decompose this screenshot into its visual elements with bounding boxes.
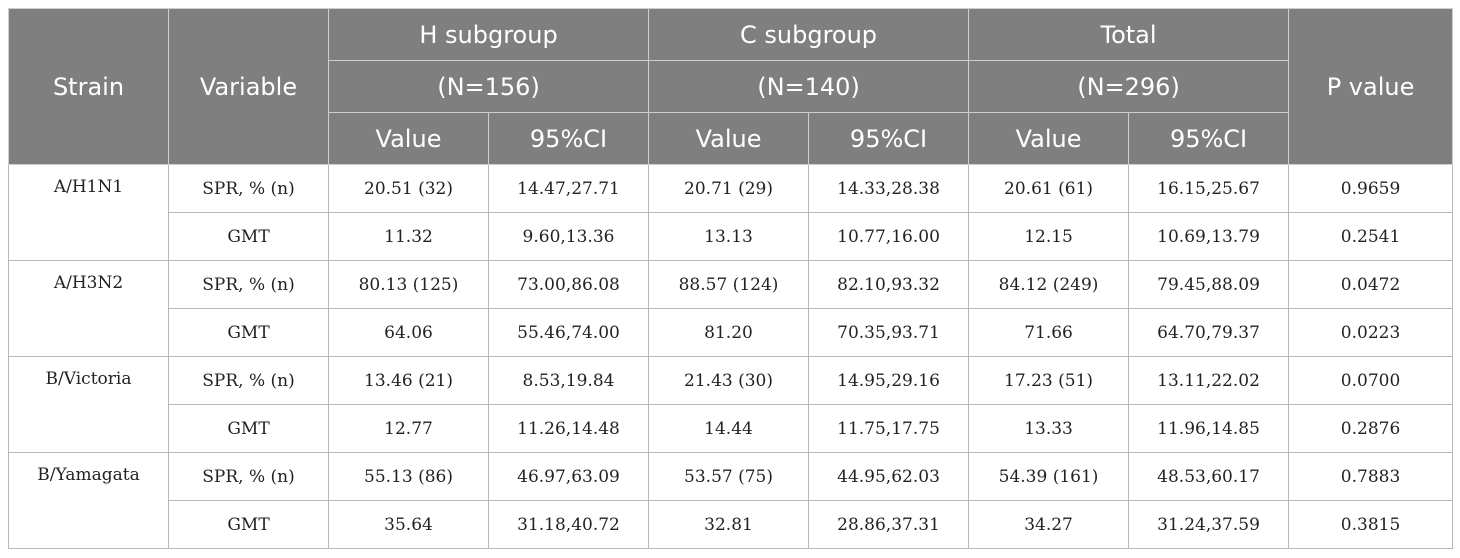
c-value-cell: 13.13 — [648, 212, 810, 261]
h-value-cell: 20.51 (32) — [328, 164, 489, 213]
h-ci-cell: 55.46,74.00 — [487, 308, 650, 357]
table-row: GMT 12.77 11.26,14.48 14.44 11.75,17.75 … — [9, 404, 1454, 453]
h-ci-cell: 9.60,13.36 — [487, 212, 650, 261]
p-value-cell: 0.0223 — [1288, 308, 1454, 357]
variable-cell: GMT — [168, 212, 329, 261]
header-group-total-n: (N=296) — [968, 60, 1290, 113]
c-value-cell: 20.71 (29) — [648, 164, 810, 213]
h-value-cell: 64.06 — [328, 308, 489, 357]
header-c-ci: 95%CI — [808, 112, 970, 165]
h-ci-cell: 11.26,14.48 — [487, 404, 650, 453]
total-value-cell: 54.39 (161) — [968, 452, 1130, 501]
table-row: B/Victoria SPR, % (n) 13.46 (21) 8.53,19… — [8, 356, 1454, 453]
h-value-cell: 80.13 (125) — [328, 260, 489, 309]
total-value-cell: 71.66 — [968, 308, 1130, 357]
h-value-cell: 11.32 — [328, 212, 489, 261]
header-group-h-n: (N=156) — [327, 60, 650, 113]
total-ci-cell: 64.70,79.37 — [1128, 308, 1290, 357]
table-body: A/H1N1 SPR, % (n) 20.51 (32) 14.47,27.71… — [8, 164, 1454, 549]
c-ci-cell: 44.95,62.03 — [808, 452, 970, 501]
header-total-value: Value — [968, 112, 1130, 165]
total-value-cell: 17.23 (51) — [968, 356, 1130, 405]
c-value-cell: 53.57 (75) — [648, 452, 810, 501]
variable-cell: SPR, % (n) — [168, 452, 329, 501]
variable-cell: SPR, % (n) — [168, 164, 329, 213]
total-value-cell: 34.27 — [968, 500, 1130, 549]
p-value-cell: 0.0472 — [1288, 260, 1454, 309]
header-group-c-n: (N=140) — [648, 60, 970, 113]
total-value-cell: 13.33 — [968, 404, 1130, 453]
table-row: A/H3N2 SPR, % (n) 80.13 (125) 73.00,86.0… — [8, 260, 1454, 357]
variable-cell: GMT — [168, 404, 329, 453]
c-ci-cell: 14.33,28.38 — [808, 164, 970, 213]
c-ci-cell: 82.10,93.32 — [808, 260, 970, 309]
total-ci-cell: 10.69,13.79 — [1128, 212, 1290, 261]
table-row: GMT 35.64 31.18,40.72 32.81 28.86,37.31 … — [9, 500, 1454, 549]
strain-cell: A/H3N2 — [8, 260, 169, 357]
table-row: GMT 64.06 55.46,74.00 81.20 70.35,93.71 … — [9, 308, 1454, 357]
total-value-cell: 20.61 (61) — [968, 164, 1130, 213]
strain-cell: B/Yamagata — [8, 452, 169, 549]
c-value-cell: 88.57 (124) — [648, 260, 810, 309]
variable-cell: GMT — [168, 500, 329, 549]
h-value-cell: 13.46 (21) — [328, 356, 489, 405]
h-ci-cell: 46.97,63.09 — [487, 452, 650, 501]
p-value-cell: 0.0700 — [1288, 356, 1454, 405]
p-value-cell: 0.7883 — [1288, 452, 1454, 501]
c-ci-cell: 10.77,16.00 — [808, 212, 970, 261]
results-table: Strain Variable H subgroup C subgroup To… — [8, 8, 1454, 549]
total-ci-cell: 48.53,60.17 — [1128, 452, 1290, 501]
header-group-h: H subgroup — [327, 8, 650, 61]
header-group-c: C subgroup — [648, 8, 970, 61]
header-c-value: Value — [648, 112, 810, 165]
p-value-cell: 0.9659 — [1288, 164, 1454, 213]
total-ci-cell: 13.11,22.02 — [1128, 356, 1290, 405]
c-ci-cell: 11.75,17.75 — [808, 404, 970, 453]
table-row: B/Yamagata SPR, % (n) 55.13 (86) 46.97,6… — [8, 452, 1454, 549]
p-value-cell: 0.3815 — [1288, 500, 1454, 549]
c-value-cell: 14.44 — [648, 404, 810, 453]
total-ci-cell: 79.45,88.09 — [1128, 260, 1290, 309]
total-ci-cell: 31.24,37.59 — [1128, 500, 1290, 549]
total-value-cell: 84.12 (249) — [968, 260, 1130, 309]
c-ci-cell: 14.95,29.16 — [808, 356, 970, 405]
results-table-container: Strain Variable H subgroup C subgroup To… — [8, 8, 1454, 549]
h-value-cell: 55.13 (86) — [328, 452, 489, 501]
strain-cell: B/Victoria — [8, 356, 169, 453]
header-strain: Strain — [8, 8, 169, 165]
header-p-value: P value — [1288, 8, 1454, 165]
header-total-ci: 95%CI — [1128, 112, 1290, 165]
header-group-total: Total — [968, 8, 1290, 61]
h-ci-cell: 14.47,27.71 — [487, 164, 650, 213]
variable-cell: GMT — [168, 308, 329, 357]
variable-cell: SPR, % (n) — [168, 356, 329, 405]
c-ci-cell: 28.86,37.31 — [808, 500, 970, 549]
p-value-cell: 0.2541 — [1288, 212, 1454, 261]
total-value-cell: 12.15 — [968, 212, 1130, 261]
variable-cell: SPR, % (n) — [168, 260, 329, 309]
table-row: A/H1N1 SPR, % (n) 20.51 (32) 14.47,27.71… — [8, 164, 1454, 261]
c-value-cell: 32.81 — [648, 500, 810, 549]
table-row: GMT 11.32 9.60,13.36 13.13 10.77,16.00 1… — [9, 212, 1454, 261]
h-ci-cell: 73.00,86.08 — [487, 260, 650, 309]
header-variable: Variable — [168, 8, 329, 165]
header-h-value: Value — [328, 112, 489, 165]
strain-cell: A/H1N1 — [8, 164, 169, 261]
h-value-cell: 12.77 — [328, 404, 489, 453]
c-value-cell: 81.20 — [648, 308, 810, 357]
header-h-ci: 95%CI — [487, 112, 650, 165]
table-header: Strain Variable H subgroup C subgroup To… — [8, 8, 1454, 165]
total-ci-cell: 16.15,25.67 — [1128, 164, 1290, 213]
p-value-cell: 0.2876 — [1288, 404, 1454, 453]
c-value-cell: 21.43 (30) — [648, 356, 810, 405]
c-ci-cell: 70.35,93.71 — [808, 308, 970, 357]
total-ci-cell: 11.96,14.85 — [1128, 404, 1290, 453]
h-value-cell: 35.64 — [328, 500, 489, 549]
h-ci-cell: 8.53,19.84 — [487, 356, 650, 405]
h-ci-cell: 31.18,40.72 — [487, 500, 650, 549]
